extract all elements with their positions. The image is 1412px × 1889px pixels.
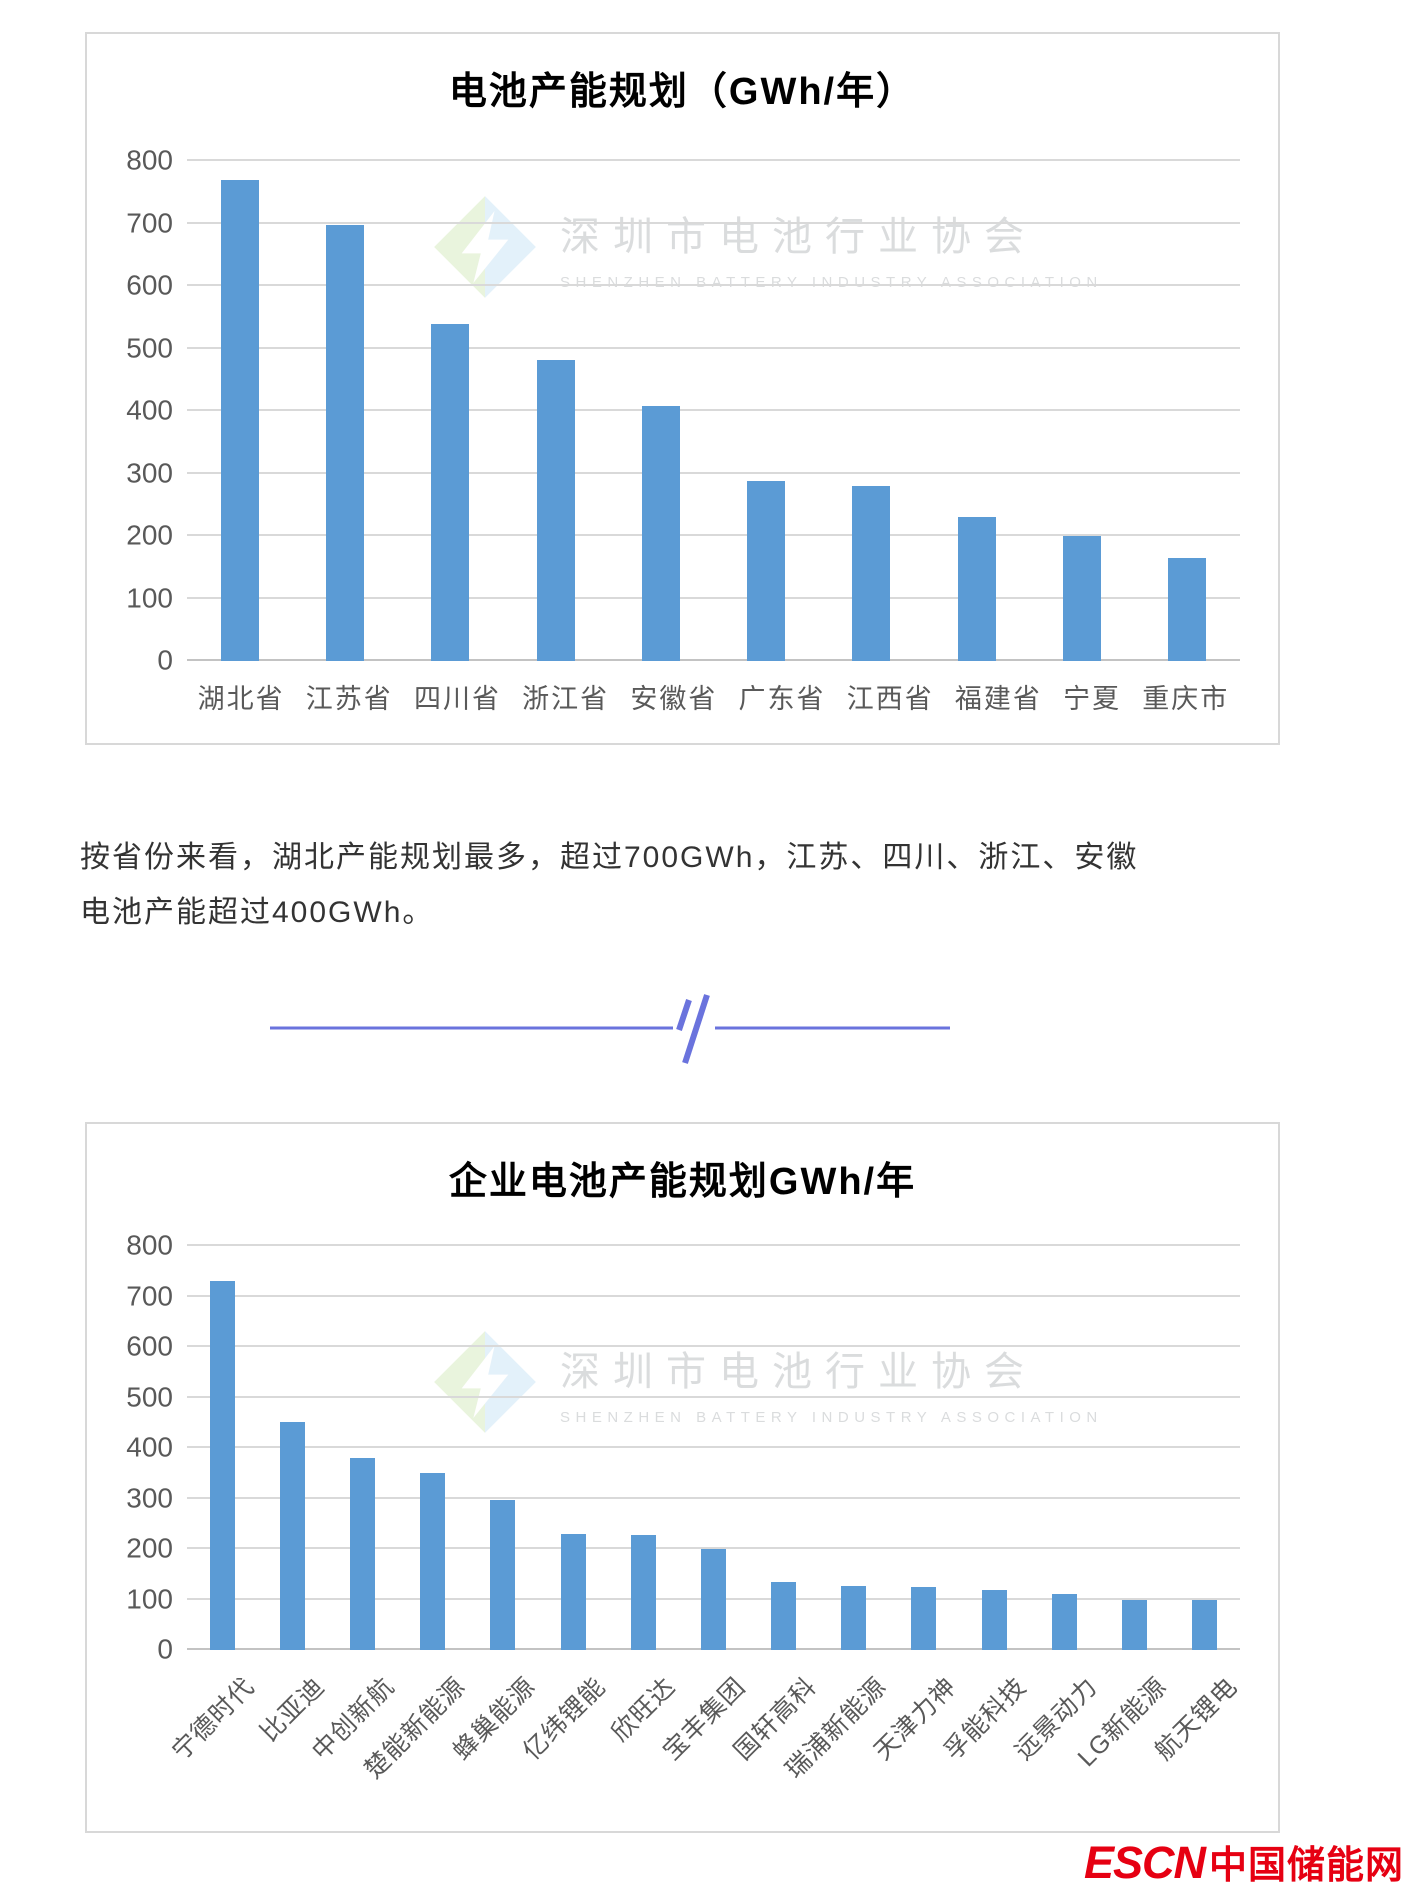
bar <box>1192 1599 1218 1650</box>
bar <box>1051 1594 1077 1650</box>
escn-site-logo: ESCN 中国储能网 <box>1084 1834 1404 1889</box>
gridline <box>187 284 1240 286</box>
gridline <box>187 1547 1240 1549</box>
chart-title: 企业电池产能规划GWh/年 <box>448 1161 917 1203</box>
bar <box>325 225 364 661</box>
y-tick-label: 700 <box>126 1279 173 1311</box>
x-axis-label: 湖北省 <box>197 684 285 714</box>
y-tick-label: 300 <box>126 1481 173 1513</box>
gridline <box>187 534 1240 536</box>
x-axis-label: 浙江省 <box>522 684 610 714</box>
bar <box>852 486 891 661</box>
bar <box>630 1534 656 1650</box>
x-axis-label: 宁夏 <box>1063 684 1122 714</box>
bar <box>957 517 996 661</box>
bar <box>641 406 680 661</box>
y-tick-label: 0 <box>157 644 173 676</box>
y-tick-label: 400 <box>126 394 173 426</box>
gridline <box>187 659 1240 661</box>
x-axis-label: 江西省 <box>846 684 934 714</box>
x-axis-label: 福建省 <box>954 684 1042 714</box>
x-axis: 宁德时代 比亚迪 中创新航 楚能新能源 蜂巢能源 亿纬锂能 欣旺达 宝丰集团 国轩高科 瑞浦新能源… <box>167 1668 1243 1853</box>
gridline <box>187 1496 1240 1499</box>
y-tick-label: 700 <box>126 206 173 238</box>
bar <box>1168 557 1207 661</box>
escn-site-name: 中国储能网 <box>1208 1845 1404 1887</box>
bar <box>420 1473 446 1650</box>
bar <box>771 1581 797 1650</box>
y-tick-label: 500 <box>126 1380 173 1412</box>
y-tick-label: 100 <box>126 581 173 613</box>
y-tick-label: 800 <box>126 1229 173 1261</box>
gridline <box>187 346 1240 349</box>
bar <box>981 1590 1007 1650</box>
y-tick-label: 200 <box>126 1532 173 1564</box>
x-axis: 湖北省 江苏省 四川省 浙江省 安徽省 广东省 江西省 福建省 宁夏 重庆市 <box>187 677 1240 716</box>
province-capacity-chart: 电池产能规划（GWh/年） 深圳市电池行业协会 SHENZHEN BATTERY… <box>85 32 1280 745</box>
section-divider <box>270 992 950 1068</box>
y-tick-label: 600 <box>126 1330 173 1362</box>
y-tick-label: 200 <box>126 519 173 551</box>
bar <box>349 1458 375 1650</box>
bar <box>560 1533 586 1650</box>
plot-area: 800 700 600 500 400 300 200 100 0 宁德时代 比亚迪 中创新航 楚能新能… <box>126 1229 1243 1784</box>
bar <box>1122 1599 1148 1650</box>
bar <box>279 1421 305 1650</box>
company-capacity-chart: 企业电池产能规划GWh/年 深圳市电池行业协会 SHENZHEN BATTERY… <box>85 1122 1280 1833</box>
y-tick-label: 300 <box>126 456 173 488</box>
bar <box>700 1549 726 1650</box>
x-axis-label: 安徽省 <box>630 684 718 714</box>
gridline <box>187 409 1240 411</box>
y-tick-label: 500 <box>126 331 173 363</box>
plot-area: 800 700 600 500 400 300 200 100 0 湖北省 江苏省 四川省 浙江省 安徽省… <box>126 144 1240 714</box>
y-tick-label: 100 <box>126 1582 173 1614</box>
gridline <box>187 221 1240 224</box>
gridline <box>187 1345 1240 1347</box>
bar <box>1063 536 1102 661</box>
gridline <box>187 159 1240 161</box>
gridline <box>187 1395 1240 1398</box>
bar <box>536 359 575 661</box>
bars <box>187 1246 1240 1650</box>
y-tick-label: 600 <box>126 269 173 301</box>
x-axis-label: 重庆市 <box>1142 684 1230 714</box>
gridline <box>187 471 1240 474</box>
x-axis-label: 四川省 <box>413 684 501 714</box>
escn-logo-text: ESCN <box>1083 1837 1206 1888</box>
bar <box>209 1281 235 1650</box>
y-tick-label: 0 <box>157 1633 173 1665</box>
chart-title: 电池产能规划（GWh/年） <box>448 71 917 113</box>
gridline <box>187 1446 1240 1448</box>
bar <box>747 481 786 661</box>
gridline <box>187 1294 1240 1297</box>
x-axis-label: 广东省 <box>738 684 826 714</box>
y-tick-label: 800 <box>126 144 173 176</box>
analysis-paragraph: 按省份来看，湖北产能规划最多，超过700GWh，江苏、四川、浙江、安徽电池产能超… <box>80 841 1139 929</box>
bar <box>841 1585 867 1650</box>
bars <box>187 161 1240 661</box>
y-tick-label: 400 <box>126 1431 173 1463</box>
x-axis-label: 宁德时代 <box>166 1672 261 1766</box>
bar <box>911 1587 937 1650</box>
bar <box>490 1500 516 1650</box>
gridline <box>187 596 1240 599</box>
bar <box>431 323 470 661</box>
gridline <box>187 1244 1240 1246</box>
bar <box>220 179 259 661</box>
x-axis-label: 江苏省 <box>305 684 393 714</box>
